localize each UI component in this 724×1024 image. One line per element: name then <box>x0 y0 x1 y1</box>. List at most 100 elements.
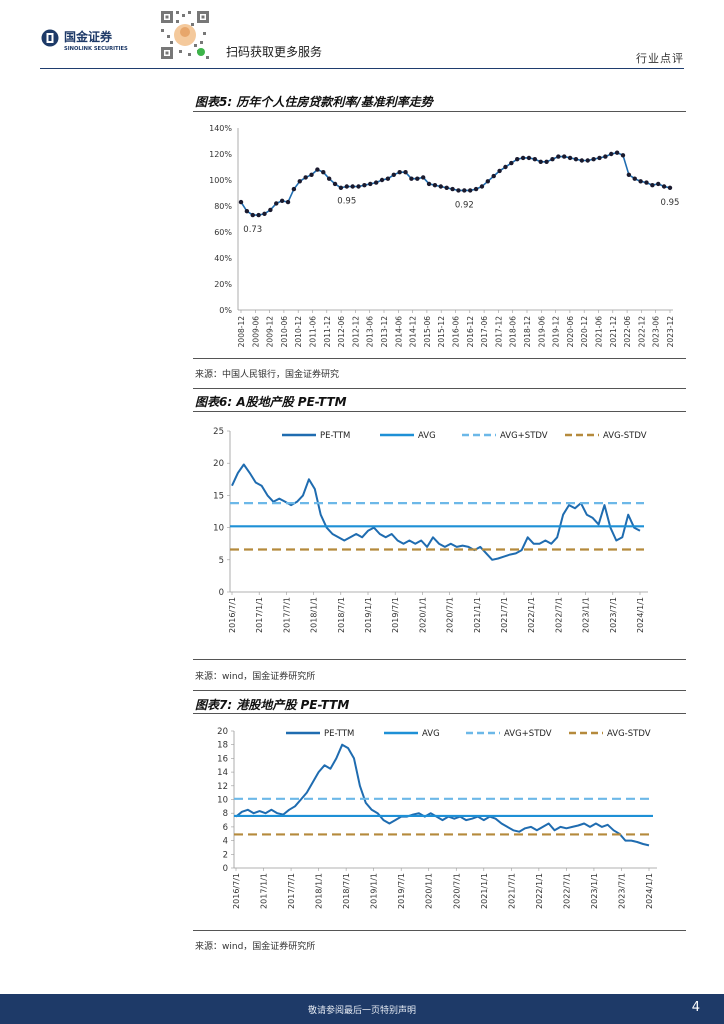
y-tick-label: 18 <box>217 741 228 751</box>
sinolink-logo: 国金证券 SINOLINK SECURITIES <box>41 29 128 52</box>
x-tick-label: 2018/1/1 <box>315 873 324 909</box>
legend-label: PE-TTM <box>324 729 354 739</box>
y-tick-label: 5 <box>219 556 224 566</box>
rate-ratio-point <box>444 185 449 190</box>
x-tick-label: 2019/7/1 <box>397 873 406 909</box>
x-tick-label: 2022-12 <box>637 316 646 348</box>
data-label: 0.92 <box>455 200 474 210</box>
data-label: 0.95 <box>661 198 680 208</box>
rate-ratio-point <box>667 185 673 190</box>
x-tick-label: 2019/1/1 <box>370 873 379 909</box>
rate-ratio-point <box>368 181 373 187</box>
report-type: 行业点评 <box>636 52 684 65</box>
rate-ratio-point <box>415 176 420 181</box>
x-tick-label: 2023/7/1 <box>617 873 626 909</box>
pe-ttm-line <box>231 463 641 561</box>
rate-ratio-point <box>644 180 649 185</box>
rate-ratio-point <box>256 212 261 218</box>
x-tick-label: 2021/1/1 <box>473 597 482 633</box>
x-tick-label: 2016/7/1 <box>232 873 241 909</box>
y-tick-label: 14 <box>217 768 228 778</box>
figure6-bottom-rule <box>193 659 686 660</box>
brand-en: SINOLINK SECURITIES <box>64 46 128 52</box>
figure5-title: 图表5: 历年个人住房贷款利率/基准利率走势 <box>195 95 433 109</box>
figure7-bottom-rule <box>193 930 686 931</box>
rate-ratio-point <box>462 188 467 193</box>
qr-code-icon[interactable] <box>158 8 212 62</box>
rate-ratio-point <box>338 185 344 190</box>
x-tick-label: 2018-12 <box>523 316 532 348</box>
y-tick-label: 4 <box>223 837 228 847</box>
rate-ratio-point <box>614 150 620 155</box>
y-tick-label: 140% <box>209 124 232 133</box>
x-tick-label: 2015-06 <box>423 316 432 348</box>
x-tick-label: 2019/1/1 <box>364 597 373 633</box>
rate-ratio-point <box>297 179 302 184</box>
x-tick-label: 2020/7/1 <box>452 873 461 909</box>
x-tick-label: 2011-06 <box>309 316 318 348</box>
rate-ratio-point <box>544 159 549 164</box>
x-tick-label: 2009-12 <box>266 316 275 348</box>
rate-ratio-point <box>268 207 273 213</box>
x-tick-label: 2021-06 <box>595 316 604 348</box>
x-tick-label: 2020-12 <box>580 316 589 348</box>
rate-ratio-point <box>597 155 602 161</box>
x-tick-label: 2021-12 <box>609 316 618 348</box>
figure5-chart: 0% 20% 40% 60% 80% 100% 120% 140% 2008-12 2009-06… <box>209 124 680 348</box>
rate-ratio-point <box>403 170 408 175</box>
rate-ratio-point <box>432 183 438 188</box>
rate-ratio-point <box>567 155 573 161</box>
x-tick-label: 2020/7/1 <box>446 597 455 633</box>
rate-ratio-point <box>373 180 379 185</box>
x-tick-label: 2023/1/1 <box>590 873 599 909</box>
figure7-title: 图表7: 港股地产股 PE-TTM <box>195 698 350 712</box>
figure6-top-rule <box>193 411 686 412</box>
x-tick-label: 2009-06 <box>251 316 260 348</box>
figure7-sep-rule <box>193 690 686 691</box>
x-tick-label: 2014-06 <box>394 316 403 348</box>
x-tick-label: 2017/7/1 <box>282 597 291 633</box>
rate-ratio-point <box>238 199 244 205</box>
legend-label: AVG-STDV <box>603 431 647 441</box>
legend-label: AVG-STDV <box>607 729 651 739</box>
x-tick-label: 2021/7/1 <box>507 873 516 909</box>
rate-ratio-point <box>656 181 661 187</box>
x-tick-label: 2012-12 <box>351 316 360 348</box>
rate-ratio-point <box>362 183 367 188</box>
rate-ratio-point <box>562 154 567 159</box>
rate-ratio-point <box>344 184 349 189</box>
x-tick-label: 2020-06 <box>566 316 575 348</box>
legend-label: PE-TTM <box>320 431 350 441</box>
rate-ratio-point <box>262 211 267 216</box>
x-tick-label: 2013-12 <box>380 316 389 348</box>
pe-ttm-line <box>235 743 650 847</box>
x-tick-label: 2012-06 <box>337 316 346 348</box>
rate-ratio-point <box>467 188 473 193</box>
rate-ratio-point <box>479 184 485 189</box>
rate-ratio-point <box>279 198 285 203</box>
rate-ratio-point <box>309 172 314 177</box>
y-tick-label: 0% <box>219 306 232 315</box>
x-tick-label: 2024/1/1 <box>645 873 654 909</box>
rate-ratio-point <box>526 155 532 161</box>
rate-ratio-point <box>620 153 626 158</box>
rate-ratio-point <box>409 176 414 181</box>
x-tick-label: 2022-06 <box>623 316 632 348</box>
data-label: 0.95 <box>337 197 356 207</box>
x-tick-label: 2014-12 <box>409 316 418 348</box>
y-tick-label: 20 <box>213 459 224 469</box>
rate-ratio-point <box>391 172 396 177</box>
y-tick-label: 16 <box>217 754 228 764</box>
rate-ratio-point <box>420 175 426 180</box>
x-tick-label: 2020/1/1 <box>425 873 434 909</box>
x-tick-label: 2020/1/1 <box>418 597 427 633</box>
page-number: 4 <box>691 1000 700 1015</box>
x-tick-label: 2010-06 <box>280 316 289 348</box>
x-tick-label: 2016/7/1 <box>228 597 237 633</box>
rate-ratio-point <box>473 186 479 192</box>
y-tick-label: 120% <box>209 150 232 159</box>
rate-ratio-point <box>332 181 338 187</box>
rate-ratio-point <box>585 158 590 163</box>
rate-ratio-point <box>638 179 643 184</box>
figure5-source: 来源：中国人民银行，国金证券研究 <box>195 370 340 380</box>
